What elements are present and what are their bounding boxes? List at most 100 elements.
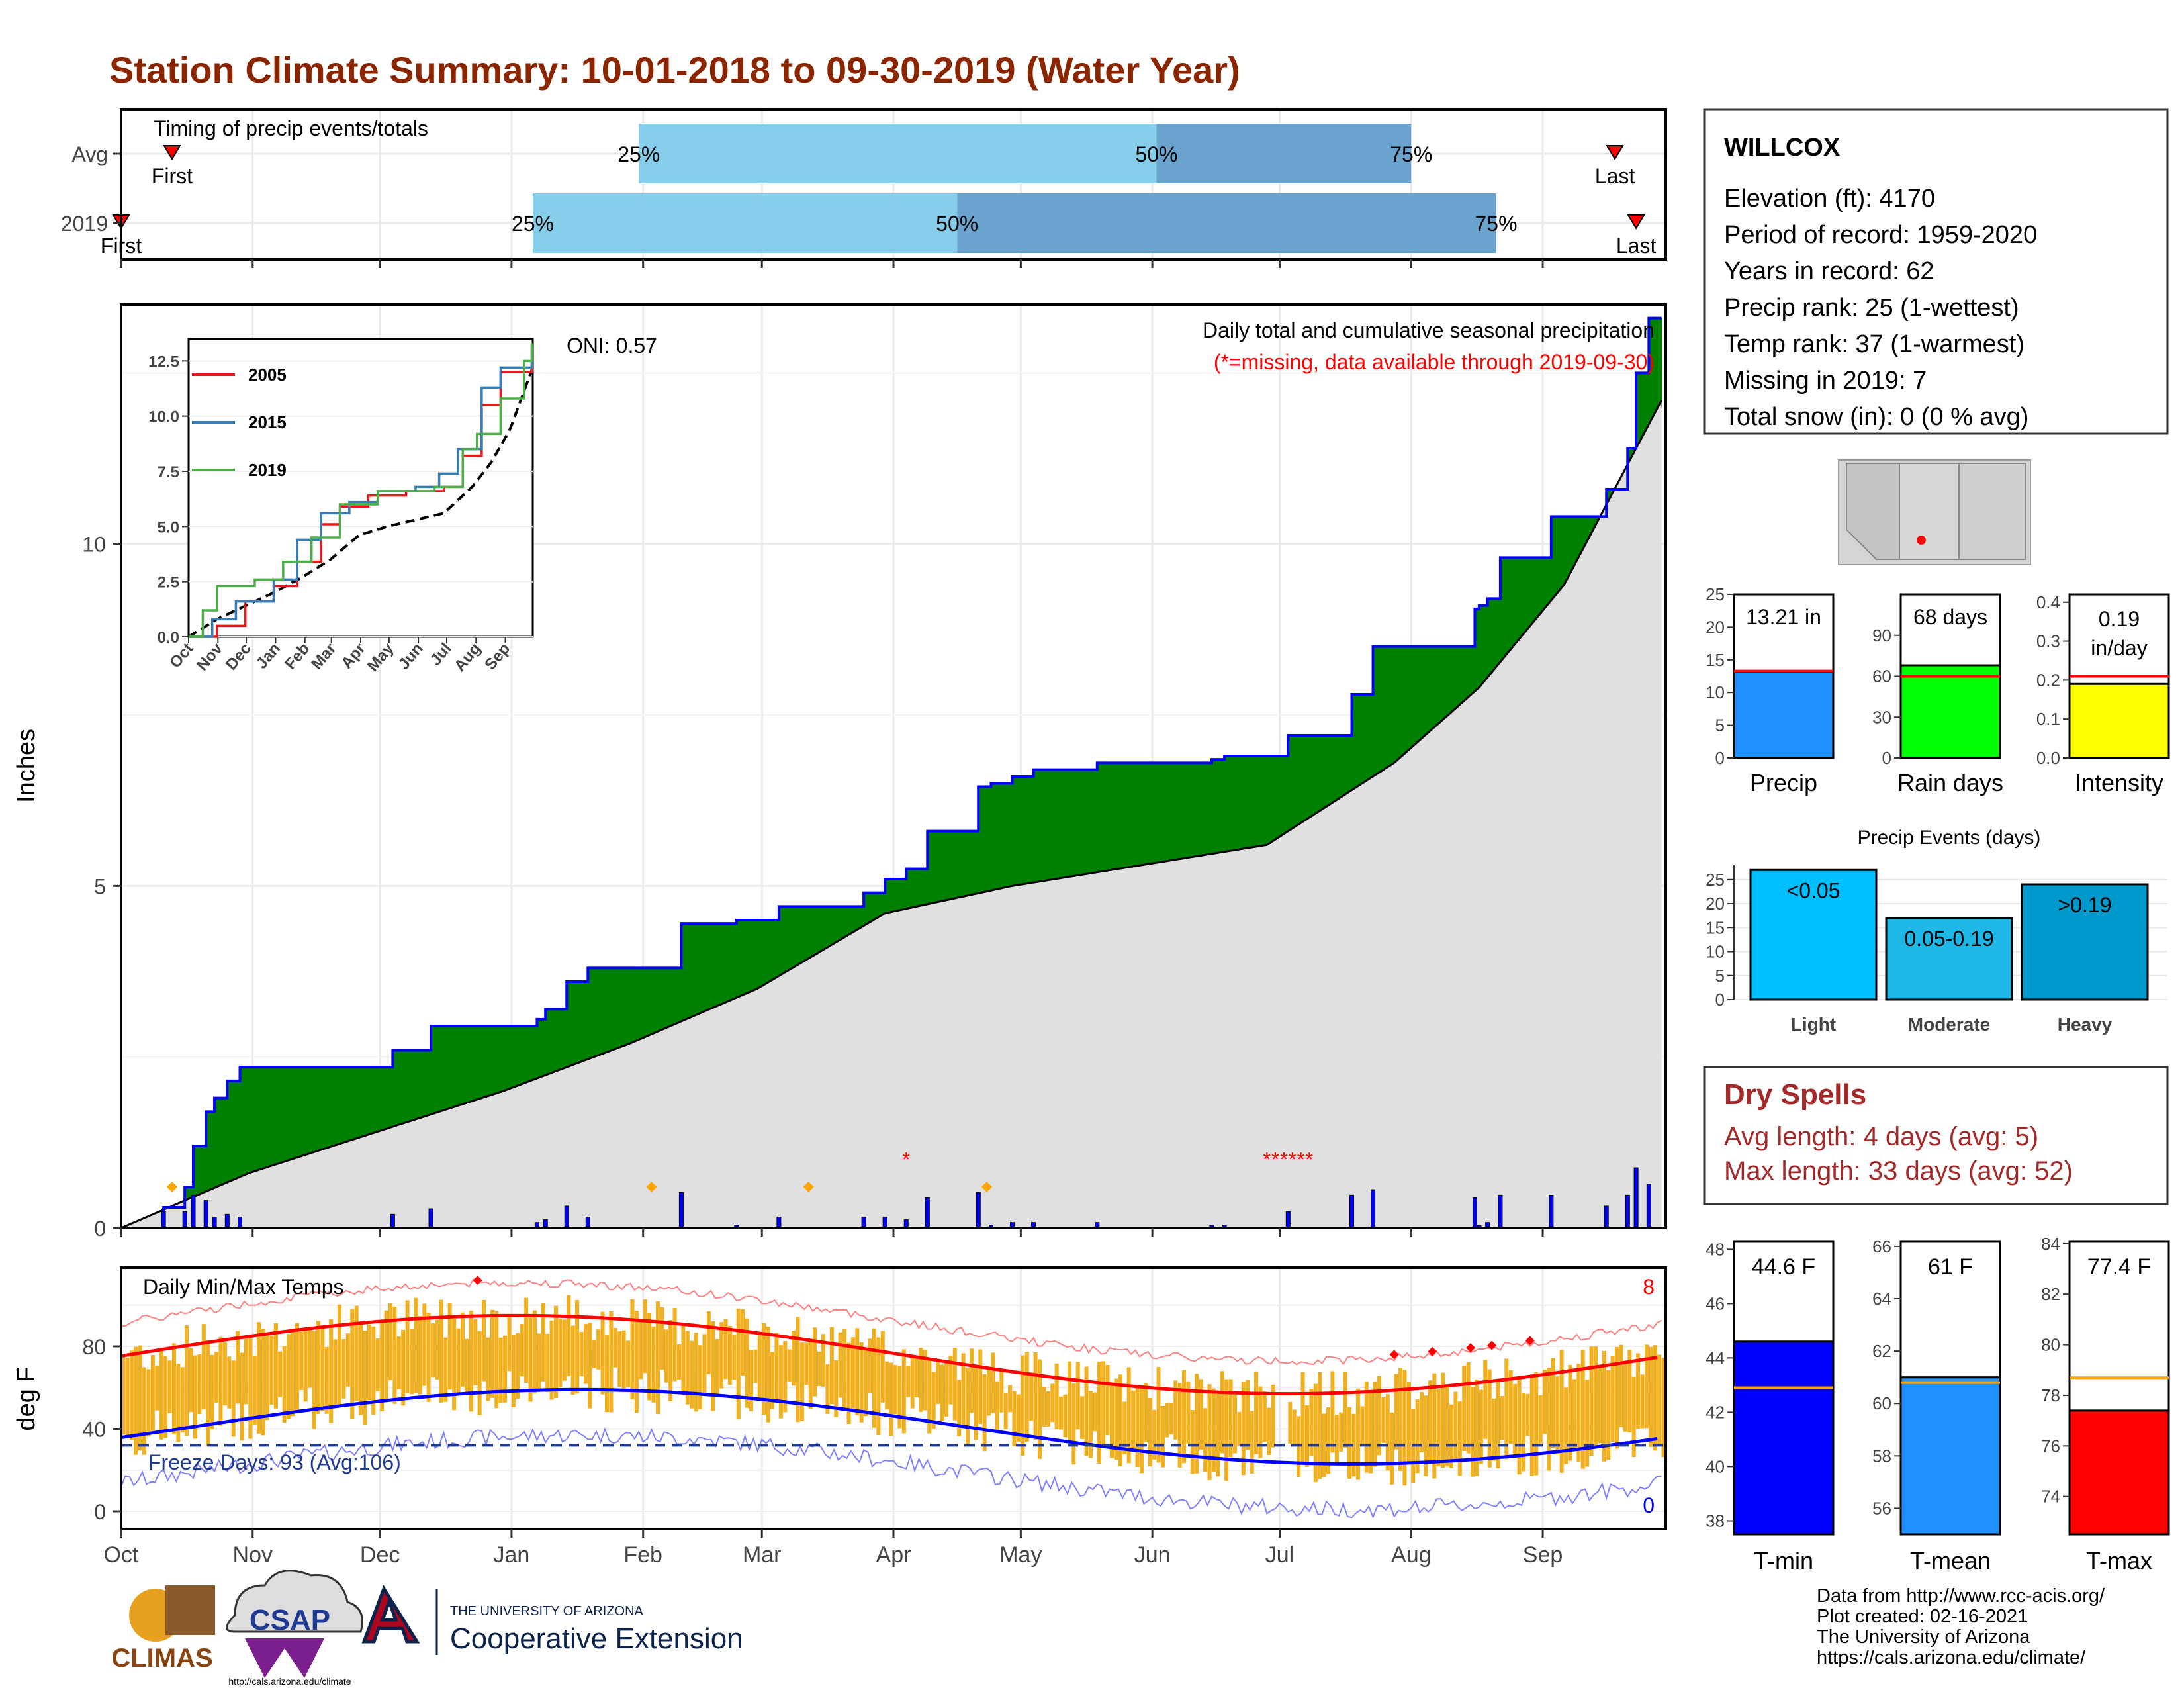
inset-ytick-label: 2.5 (158, 574, 179, 592)
missing-marker: * (1289, 1149, 1297, 1171)
events-bar (1749, 868, 1878, 1001)
summary-ytick-label: 15 (1706, 650, 1725, 670)
temp-bar-ytick-label: 46 (1706, 1293, 1725, 1313)
precip-avg-area (121, 400, 1662, 1228)
timing-bar-q3 (1156, 124, 1412, 183)
temp-ytick-label: 40 (82, 1418, 106, 1442)
ua-block-a-logo (361, 1585, 420, 1644)
temp-bar-ytick-label: 66 (1872, 1237, 1891, 1256)
summary-bar-name: Rain days (1897, 769, 2003, 796)
precip-daily-bar (1371, 1189, 1376, 1229)
precip-daily-bar (428, 1208, 433, 1229)
freeze-days-label: Freeze Days: 93 (Avg:106) (148, 1450, 401, 1474)
station-line: Period of record: 1959-2020 (1724, 221, 2037, 249)
temp-bar-ytick-label: 60 (1872, 1393, 1891, 1413)
timing-label: Timing of precip events/totals (154, 117, 428, 140)
timing-pct-label: 75% (1475, 212, 1517, 236)
temp-record-marker (1428, 1346, 1437, 1356)
summary-ytick-label: 0.4 (2036, 592, 2060, 612)
temp-bar-ytick-label: 84 (2041, 1234, 2060, 1254)
summary-ytick-label: 30 (1872, 707, 1891, 727)
credit-line: https://cals.arizona.edu/climate/ (1817, 1647, 2086, 1668)
summary-ytick-label: 0 (1882, 748, 1891, 768)
timing-marker-label: Last (1595, 164, 1635, 188)
precip-daily-bar (1646, 1184, 1651, 1229)
precip-daily-bar (1633, 1167, 1639, 1229)
timing-bar-q2 (639, 124, 1157, 183)
missing-marker: * (1263, 1149, 1271, 1171)
events-ytick-label: 15 (1706, 917, 1725, 937)
temp-record-marker (1389, 1350, 1399, 1360)
station-name: WILLCOX (1724, 134, 1841, 162)
dry-spells-avg: Avg length: 4 days (avg: 5) (1724, 1122, 2038, 1151)
summary-ytick-label: 25 (1706, 585, 1725, 604)
month-label: Jul (1265, 1542, 1294, 1568)
missing-marker: * (1271, 1149, 1279, 1171)
precip-daily-bar (1472, 1197, 1477, 1229)
inset-ytick-label: 12.5 (148, 353, 179, 371)
precip-daily-bar (1549, 1194, 1554, 1229)
events-bar-label: <0.05 (1787, 878, 1841, 902)
precip-daily-bar (1604, 1205, 1609, 1229)
summary-ytick-label: 20 (1706, 617, 1725, 637)
summary-ytick-label: 0.0 (2036, 748, 2060, 768)
csap-cloud-icon (226, 1570, 363, 1633)
credit-line: Data from http://www.rcc-acis.org/ (1817, 1585, 2105, 1607)
events-category: Moderate (1908, 1014, 1990, 1035)
temp-avg-min-line (120, 1387, 1658, 1466)
precip-daily-bar (224, 1213, 230, 1229)
precip-ytick-label: 10 (82, 533, 106, 557)
precip-daily-bar (585, 1216, 590, 1229)
temp-bar-value-label: 77.4 F (2087, 1254, 2151, 1280)
precip-panel-note: Daily total and cumulative seasonal prec… (1203, 318, 1655, 342)
precip-above-avg-area (121, 318, 1662, 1229)
summary-unit-label: in/day (2091, 636, 2147, 660)
summary-value-label: 68 days (1913, 605, 1987, 629)
temp-ytick-label: 0 (94, 1500, 106, 1524)
precip-event-marker (646, 1182, 657, 1192)
dry-spells-frame (1703, 1066, 2169, 1205)
summary-ytick-label: 5 (1715, 716, 1725, 735)
precip-daily-bar (390, 1213, 395, 1229)
inset-ytick-label: 0.0 (158, 629, 179, 647)
timing-bar-q3 (957, 193, 1496, 253)
timing-bar-q2 (532, 193, 958, 253)
summary-ytick-label: 10 (1706, 682, 1725, 702)
station-info-box: WILLCOX Elevation (ft): 4170 Period of rec… (1703, 108, 2169, 435)
inset-legend-label: 2015 (248, 412, 287, 432)
precip-daily-bar (238, 1216, 243, 1229)
timing-row-label: Avg (71, 142, 108, 166)
station-line: Temp rank: 37 (1-warmest) (1724, 330, 2025, 358)
oni-label: ONI: 0.57 (567, 334, 657, 357)
summary-bar-name: Intensity (2075, 769, 2163, 796)
inset-legend-label: 2005 (248, 365, 287, 385)
inset-frame (187, 338, 534, 638)
precip-ytick-label: 5 (94, 874, 106, 898)
month-label: Dec (360, 1542, 400, 1568)
precip-daily-bar (776, 1216, 782, 1229)
timing-pct-label: 50% (1136, 142, 1178, 166)
events-title: Precip Events (days) (1858, 827, 2041, 849)
precip-daily-bar (976, 1192, 981, 1229)
temp-record-high-line (120, 1278, 1662, 1366)
summary-ytick-label: 0 (1715, 748, 1725, 768)
temp-record-marker (473, 1276, 482, 1286)
station-box (1703, 108, 2169, 435)
temp-bar-ytick-label: 76 (2041, 1436, 2060, 1456)
temp-bar-ytick-label: 80 (2041, 1335, 2060, 1355)
precip-daily-bar (191, 1194, 196, 1229)
precip-daily-bar (203, 1200, 208, 1229)
logos: CLIMAS CSAP http://cals.arizona.edu/climat… (109, 1570, 743, 1687)
map-state-arizona (1899, 463, 1960, 560)
summary-bar (1899, 664, 2001, 759)
summary-value-label: 13.21 in (1746, 605, 1821, 629)
dry-spells-box: Dry Spells Avg length: 4 days (avg: 5) Max… (1703, 1066, 2169, 1205)
timing-pct-label: 50% (936, 212, 978, 236)
precip-daily-bar (925, 1197, 930, 1229)
events-ytick-label: 5 (1715, 966, 1725, 986)
temp-bar-ytick-label: 44 (1706, 1348, 1725, 1368)
temp-bar-ytick-label: 42 (1706, 1402, 1725, 1422)
events-category: Heavy (2058, 1014, 2113, 1035)
